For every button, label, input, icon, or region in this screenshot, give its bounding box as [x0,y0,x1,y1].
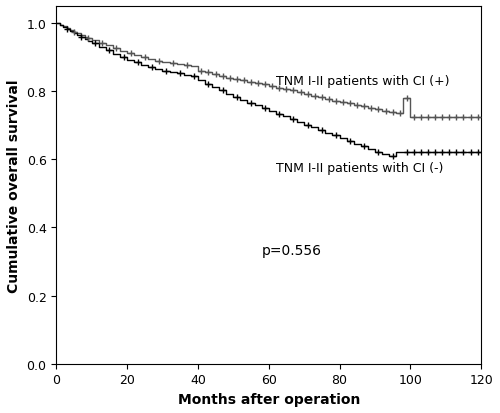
Text: p=0.556: p=0.556 [262,243,322,257]
Text: TNM I-II patients with CI (+): TNM I-II patients with CI (+) [276,75,450,88]
Text: TNM I-II patients with CI (-): TNM I-II patients with CI (-) [276,162,443,175]
X-axis label: Months after operation: Months after operation [178,392,360,406]
Y-axis label: Cumulative overall survival: Cumulative overall survival [7,79,21,292]
